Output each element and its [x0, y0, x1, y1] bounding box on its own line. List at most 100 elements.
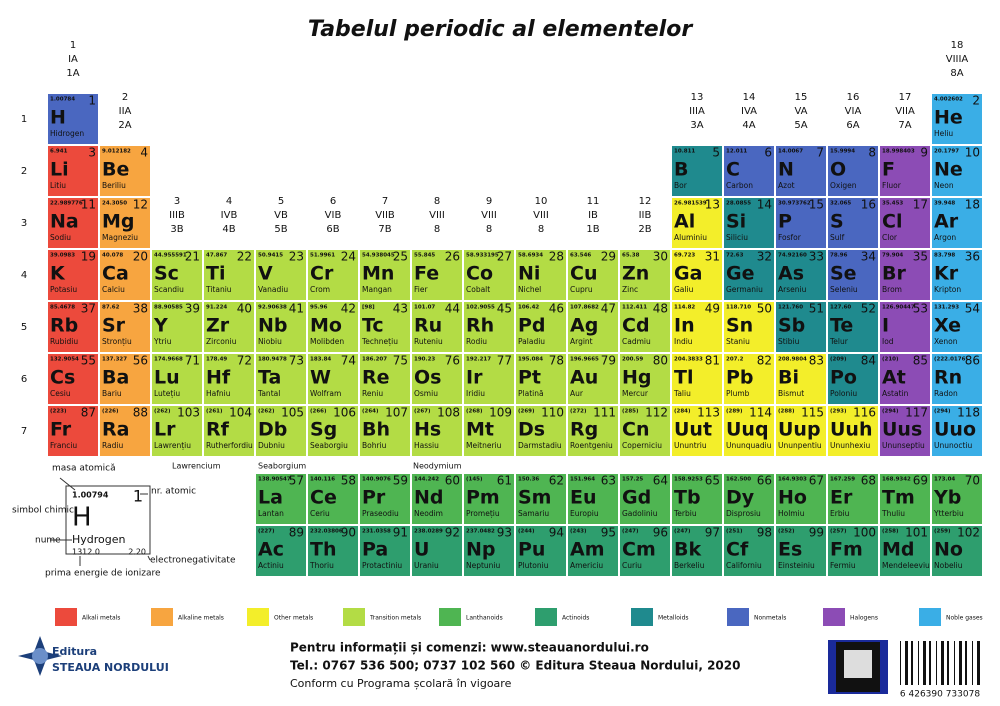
element-symbol: W — [310, 367, 331, 389]
group-label: VIIB — [375, 210, 395, 221]
element-mass: (222.0176) — [934, 357, 968, 363]
element-symbol: In — [674, 315, 695, 337]
element-symbol: F — [882, 159, 895, 181]
element-number: 65 — [705, 474, 720, 488]
group-label: IIB — [639, 210, 652, 221]
group-label: 7 — [382, 196, 388, 207]
element-symbol: Cr — [310, 263, 334, 285]
element-number: 22 — [237, 250, 252, 264]
element-symbol: Cl — [882, 211, 902, 233]
element-mass: 39.948 — [934, 201, 955, 207]
element-number: 32 — [757, 250, 772, 264]
element-symbol: V — [258, 263, 273, 285]
element-name: Aur — [570, 389, 584, 398]
group-label: 17 — [899, 92, 912, 103]
element-number: 2 — [972, 94, 980, 108]
element-symbol: Am — [570, 539, 605, 561]
element-name: Astatin — [882, 389, 909, 398]
element-name: Ununtriu — [674, 441, 707, 450]
element-box — [671, 405, 723, 457]
element-box — [463, 405, 515, 457]
element-mass: 39.0983 — [50, 253, 75, 259]
element-symbol: Be — [102, 159, 129, 181]
element-symbol: Pr — [362, 487, 386, 509]
element-box — [619, 473, 671, 525]
element-name: Protactiniu — [362, 561, 402, 570]
element-number: 98 — [757, 526, 772, 540]
element-symbol: C — [726, 159, 740, 181]
element-number: 31 — [705, 250, 720, 264]
barcode-bar — [959, 641, 962, 685]
element-mass: 178.49 — [206, 357, 227, 363]
element-number: 59 — [393, 474, 408, 488]
element-name: Thoriu — [309, 561, 334, 570]
legend-label: Lanthanoids — [466, 615, 503, 622]
element-name: Fermiu — [830, 561, 856, 570]
group-label: 6B — [326, 224, 339, 235]
element-number: 48 — [653, 302, 668, 316]
group-label: 6A — [846, 120, 859, 131]
element-box — [775, 301, 827, 353]
element-number: 7 — [816, 146, 824, 160]
element-symbol: Es — [778, 539, 802, 561]
period-label: 3 — [21, 218, 27, 229]
element-name: Indiu — [674, 337, 693, 346]
element-box — [359, 405, 411, 457]
element-number: 74 — [341, 354, 356, 368]
element-box — [515, 405, 567, 457]
key-label: electronegativitate — [150, 556, 236, 566]
element-box — [879, 145, 931, 197]
element-name: Molibden — [310, 337, 344, 346]
element-number: 9 — [920, 146, 928, 160]
element-mass: 127.60 — [830, 305, 851, 311]
group-label: 11 — [587, 196, 600, 207]
element-symbol: Ho — [778, 487, 807, 509]
element-symbol: Ca — [102, 263, 129, 285]
element-box — [723, 197, 775, 249]
element-mass: (226) — [102, 409, 119, 415]
element-symbol: Rg — [570, 419, 598, 441]
element-symbol: Os — [414, 367, 441, 389]
element-box — [515, 301, 567, 353]
element-number: 105 — [281, 406, 304, 420]
group-label: VIII — [429, 210, 445, 221]
element-number: 16 — [861, 198, 876, 212]
element-mass: (288) — [778, 409, 795, 415]
group-label: VIII — [533, 210, 549, 221]
element-name: Kripton — [934, 285, 961, 294]
element-box — [827, 249, 879, 301]
element-box — [151, 301, 203, 353]
element-symbol: Yb — [933, 487, 961, 509]
element-mass: (289) — [726, 409, 743, 415]
element-name: Cupru — [570, 285, 593, 294]
element-mass: 144.242 — [414, 477, 439, 483]
element-symbol: Sm — [518, 487, 551, 509]
element-name: Ceriu — [310, 509, 330, 518]
element-mass: (227) — [258, 529, 275, 535]
element-symbol: Sb — [778, 315, 805, 337]
period-label: 7 — [21, 426, 27, 437]
group-label: 13 — [691, 92, 704, 103]
element-symbol: Cn — [622, 419, 649, 441]
element-symbol: Fr — [50, 419, 72, 441]
element-number: 117 — [905, 406, 928, 420]
element-mass: (285) — [622, 409, 639, 415]
element-mass: 26.981539 — [674, 201, 707, 207]
element-symbol: Uuq — [726, 419, 769, 441]
element-box — [99, 197, 151, 249]
element-number: 5 — [712, 146, 720, 160]
element-box — [255, 249, 307, 301]
element-box — [307, 301, 359, 353]
element-number: 95 — [601, 526, 616, 540]
